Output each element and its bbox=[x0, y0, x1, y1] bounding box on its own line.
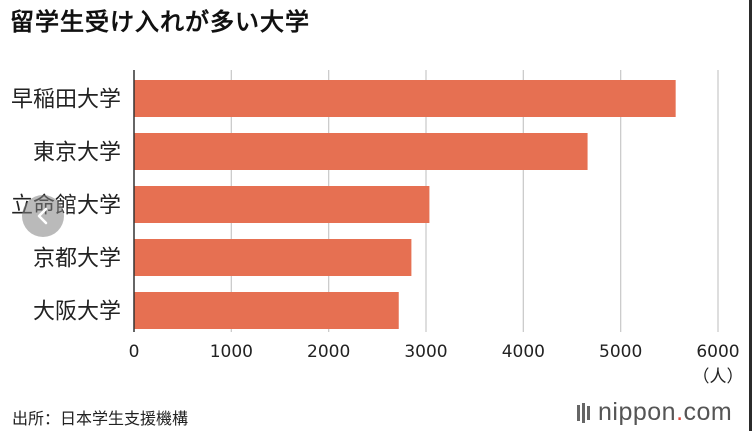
page-title: 留学生受け入れが多い大学 bbox=[10, 8, 310, 36]
logo-mark-icon bbox=[577, 402, 590, 423]
labels: 0 1000 2000 3000 4000 5000 6000早稲田大学東京大学立命館大学京… bbox=[11, 88, 744, 388]
previous-button[interactable] bbox=[22, 195, 64, 237]
x-tick-label-4: 4000 bbox=[502, 342, 545, 362]
source-note: 出所：日本学生支援機構 bbox=[12, 409, 189, 428]
bar-1 bbox=[134, 133, 588, 170]
x-tick-label-3: 3000 bbox=[404, 342, 447, 362]
x-tick-label-2: 2000 bbox=[307, 342, 350, 362]
bar-3 bbox=[134, 239, 412, 276]
logo-text: nippon.com bbox=[598, 398, 733, 426]
bar-2 bbox=[134, 186, 430, 223]
bar-4 bbox=[134, 292, 399, 329]
frame-edge bbox=[749, 0, 752, 431]
x-unit-label: （人） bbox=[693, 367, 744, 387]
category-label-1: 東京大学 bbox=[33, 141, 121, 166]
x-tick-label-6: 6000 bbox=[696, 342, 739, 362]
bars bbox=[134, 80, 676, 329]
nippon-logo: nippon.com bbox=[576, 398, 732, 427]
category-label-0: 早稲田大学 bbox=[11, 88, 121, 113]
chevron-left-icon bbox=[37, 207, 48, 225]
x-tick-label-0: 0 bbox=[129, 342, 140, 362]
category-label-3: 京都大学 bbox=[33, 247, 121, 272]
x-tick-label-1: 1000 bbox=[210, 342, 253, 362]
category-label-4: 大阪大学 bbox=[33, 300, 121, 325]
x-tick-label-5: 5000 bbox=[599, 342, 642, 362]
bar-0 bbox=[134, 80, 676, 117]
